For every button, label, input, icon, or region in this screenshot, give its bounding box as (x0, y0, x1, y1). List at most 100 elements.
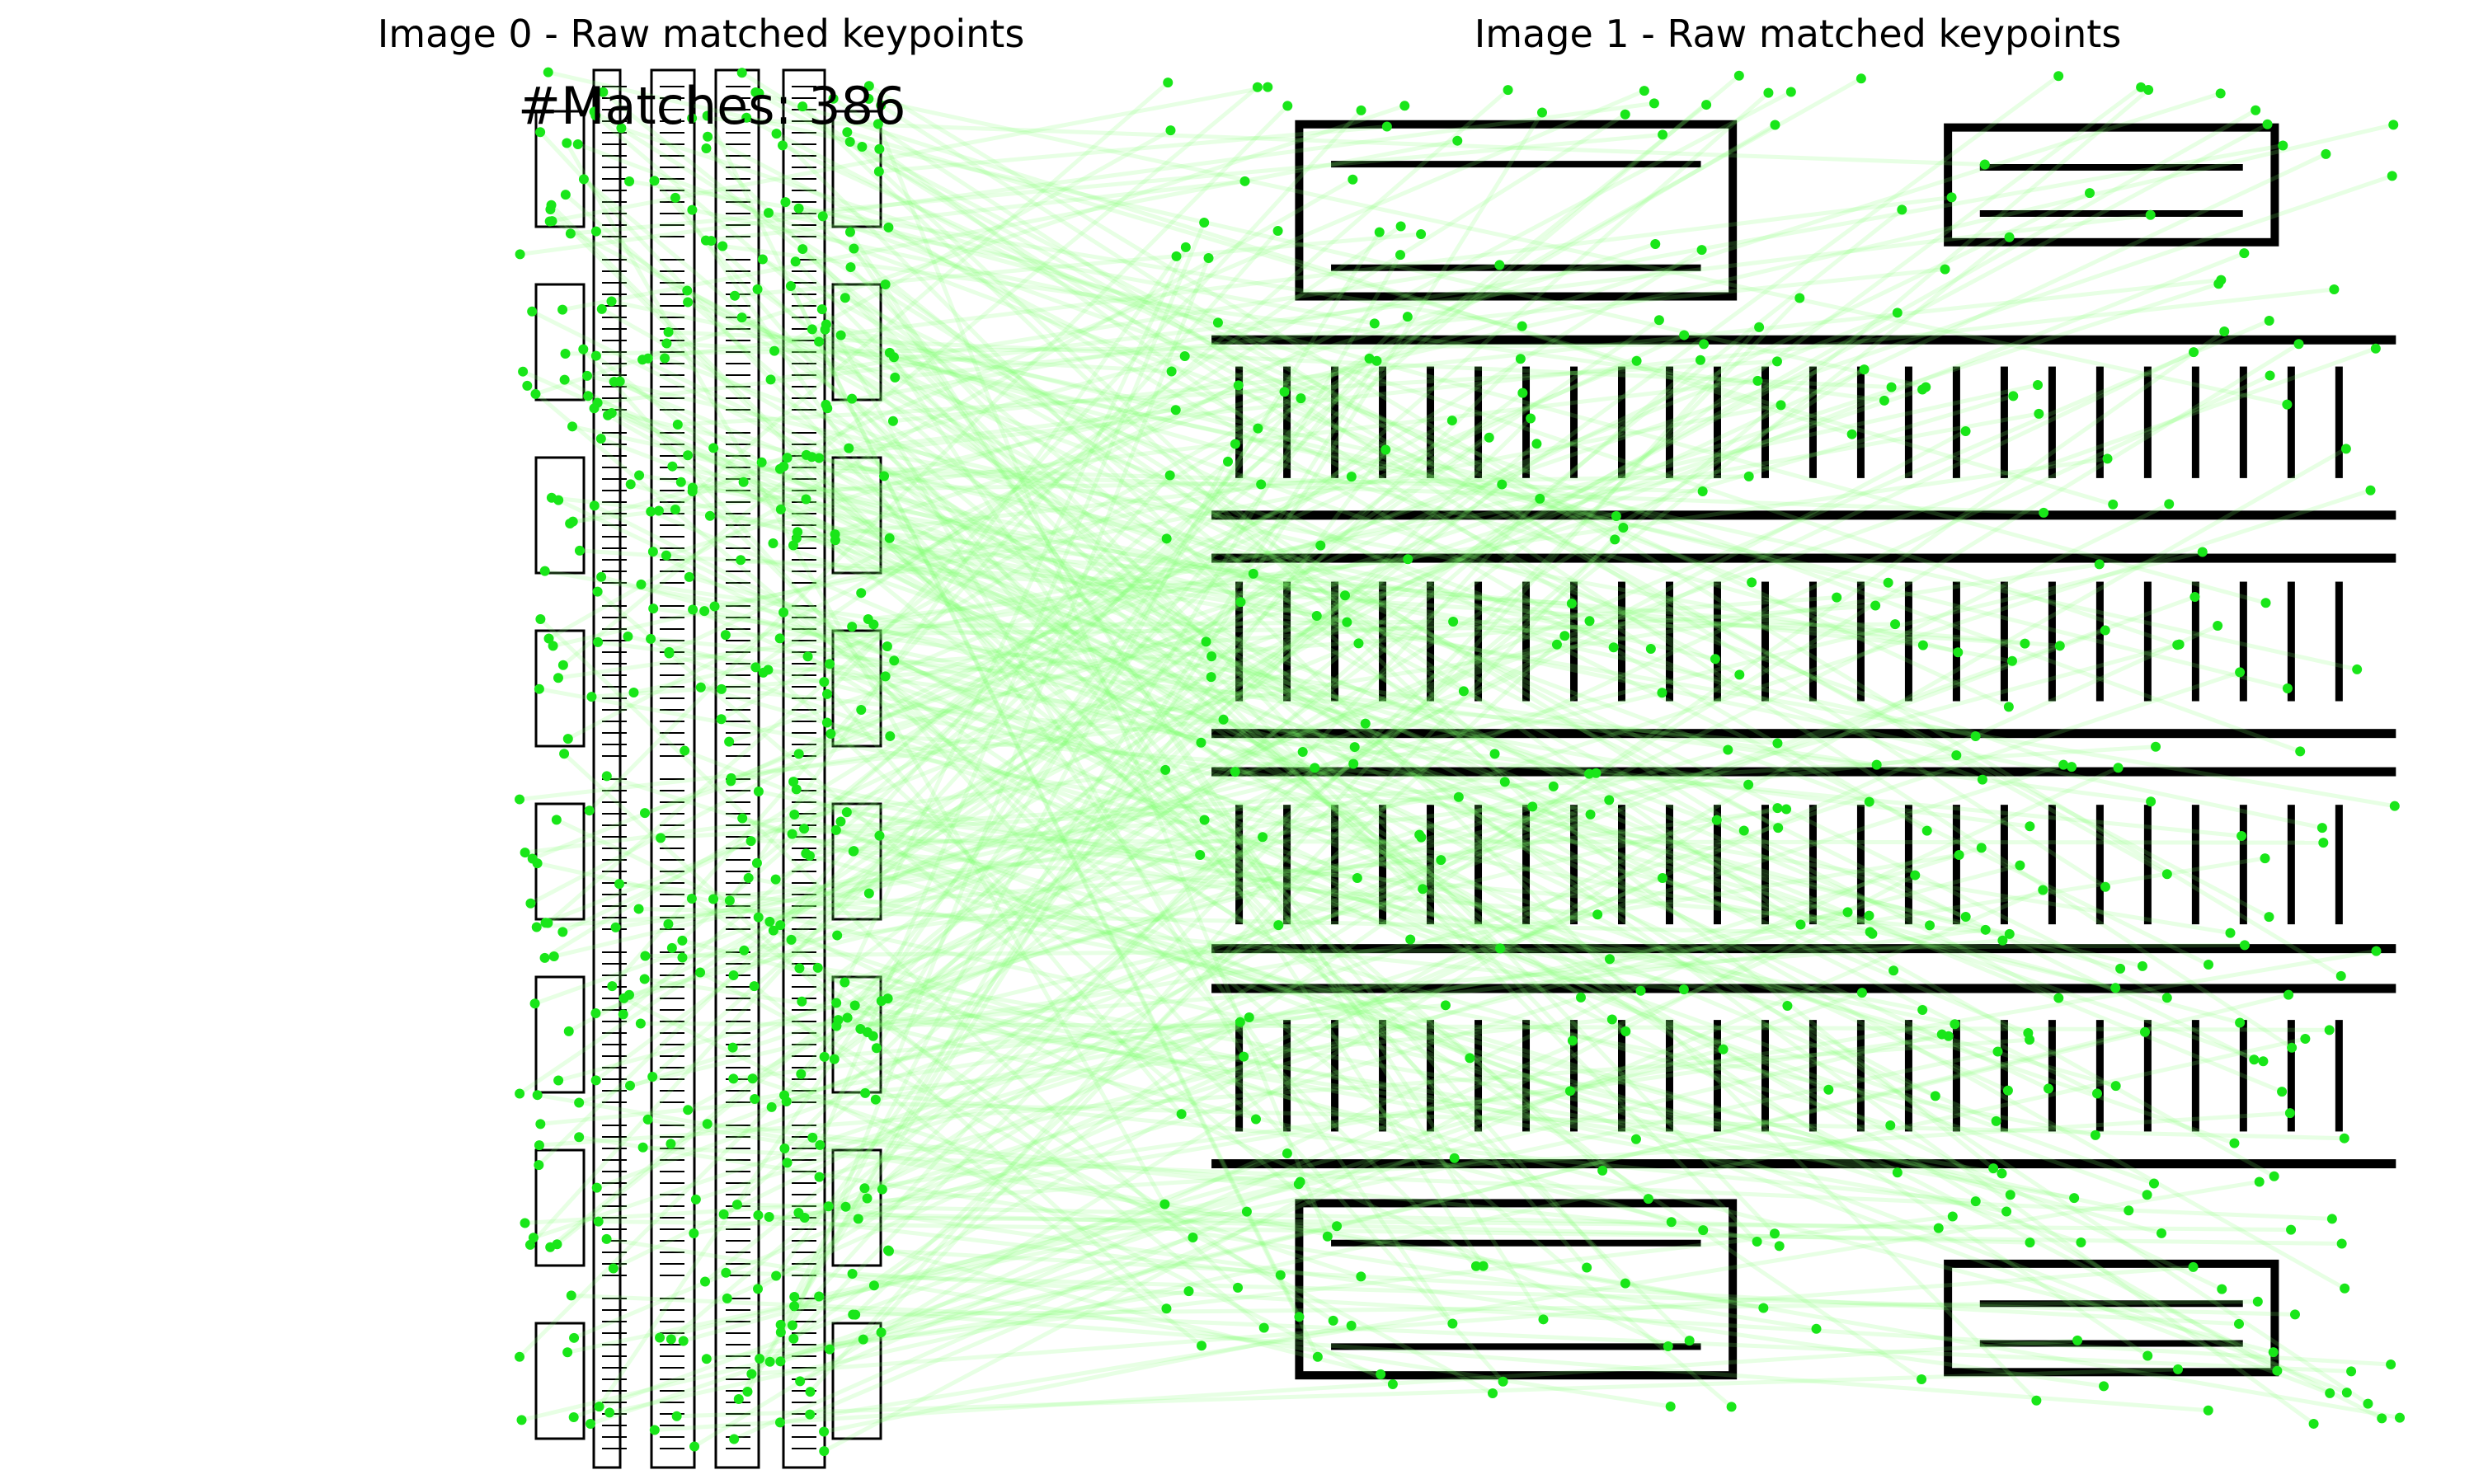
keypoint (807, 1132, 818, 1143)
keypoint (1315, 540, 1326, 551)
layout-rail (1211, 767, 2396, 777)
keypoint (2300, 1034, 2311, 1045)
match-line (650, 636, 1778, 746)
keypoint (568, 1411, 579, 1422)
layout-gate (1283, 805, 1291, 925)
keypoint (789, 809, 800, 819)
keypoint (614, 879, 624, 890)
match-line (534, 346, 2377, 1006)
keypoint (1348, 758, 1359, 769)
keypoint (805, 1387, 816, 1397)
keypoint (1582, 1262, 1592, 1273)
layout-column (650, 68, 696, 1469)
image-1-layout (1211, 120, 2396, 1380)
match-line (803, 826, 2010, 937)
layout-block (1944, 1259, 2279, 1377)
match-line (883, 122, 2394, 478)
keypoint (2053, 71, 2064, 82)
match-line (730, 333, 1686, 783)
keypoint (844, 443, 854, 453)
match-line (785, 456, 1604, 1172)
keypoint (1930, 1091, 1940, 1101)
match-line (741, 557, 1573, 606)
keypoint (853, 1214, 863, 1224)
keypoint (1263, 82, 1273, 92)
keypoint (2148, 1178, 2159, 1189)
keypoint (649, 176, 660, 186)
keypoint (695, 682, 706, 693)
keypoint (1584, 768, 1595, 779)
layout-gate (1617, 805, 1625, 925)
match-line (692, 115, 1985, 167)
keypoint (565, 228, 576, 239)
keypoint (2249, 1054, 2260, 1065)
keypoint (793, 203, 804, 214)
match-line (835, 828, 2331, 1396)
keypoint (1197, 1341, 1207, 1351)
match-line (728, 174, 2393, 744)
keypoint (608, 1263, 618, 1274)
match-line (726, 1270, 2296, 1317)
keypoint (1584, 616, 1595, 627)
match-line (567, 122, 2269, 1034)
keypoint (1564, 1086, 1575, 1097)
keypoint (1531, 439, 1542, 449)
keypoint (2387, 171, 2397, 181)
match-line (798, 965, 1637, 1142)
match-line (596, 589, 1338, 1228)
keypoint (793, 749, 804, 759)
match-line (714, 402, 1781, 608)
keypoint (2264, 912, 2274, 923)
match-line (805, 497, 1936, 1098)
match-line (779, 1235, 1194, 1364)
match-line (877, 147, 1259, 430)
keypoint (563, 1026, 574, 1036)
layout-gate (2191, 1020, 2199, 1132)
keypoint (534, 683, 544, 694)
match-line (774, 152, 2327, 881)
match-line (582, 177, 1502, 951)
keypoint (841, 807, 852, 818)
match-line (848, 140, 1497, 756)
layout-block (1944, 123, 2279, 247)
keypoint (2157, 1228, 2167, 1238)
keypoint (729, 290, 740, 301)
keypoint (2204, 959, 2214, 970)
layout-gate (1713, 1020, 1721, 1132)
keypoint (1859, 364, 1870, 375)
keypoint (2213, 279, 2224, 289)
match-line (859, 112, 1627, 595)
layout-block (1295, 120, 1738, 301)
keypoint (840, 977, 850, 988)
keypoint (2260, 598, 2271, 608)
keypoint (525, 898, 536, 909)
keypoint (1921, 825, 1932, 836)
layout-gate (1331, 805, 1339, 925)
keypoint (2339, 1133, 2349, 1144)
keypoint (623, 989, 634, 1000)
keypoint (859, 1183, 870, 1194)
match-line (562, 85, 1259, 667)
keypoint (1436, 855, 1446, 866)
layout-cell (831, 802, 882, 921)
match-line (861, 144, 1616, 542)
keypoint (709, 601, 720, 612)
keypoint (1352, 872, 1362, 883)
match-line (601, 90, 1243, 604)
keypoint (1723, 744, 1733, 755)
layout-gate (1331, 1020, 1339, 1132)
match-line (887, 351, 1485, 1267)
layout-gate (1235, 1020, 1244, 1132)
match-line (781, 143, 2010, 709)
keypoint (812, 962, 823, 973)
keypoint (1294, 1312, 1305, 1322)
match-line (768, 210, 1376, 326)
match-line (686, 289, 2275, 1178)
match-line (557, 456, 2108, 680)
match-line (543, 247, 1703, 960)
keypoint (637, 1142, 648, 1153)
match-line (733, 1209, 1248, 1441)
match-line (854, 848, 1598, 917)
match-line (830, 281, 2220, 736)
keypoint (764, 916, 775, 927)
